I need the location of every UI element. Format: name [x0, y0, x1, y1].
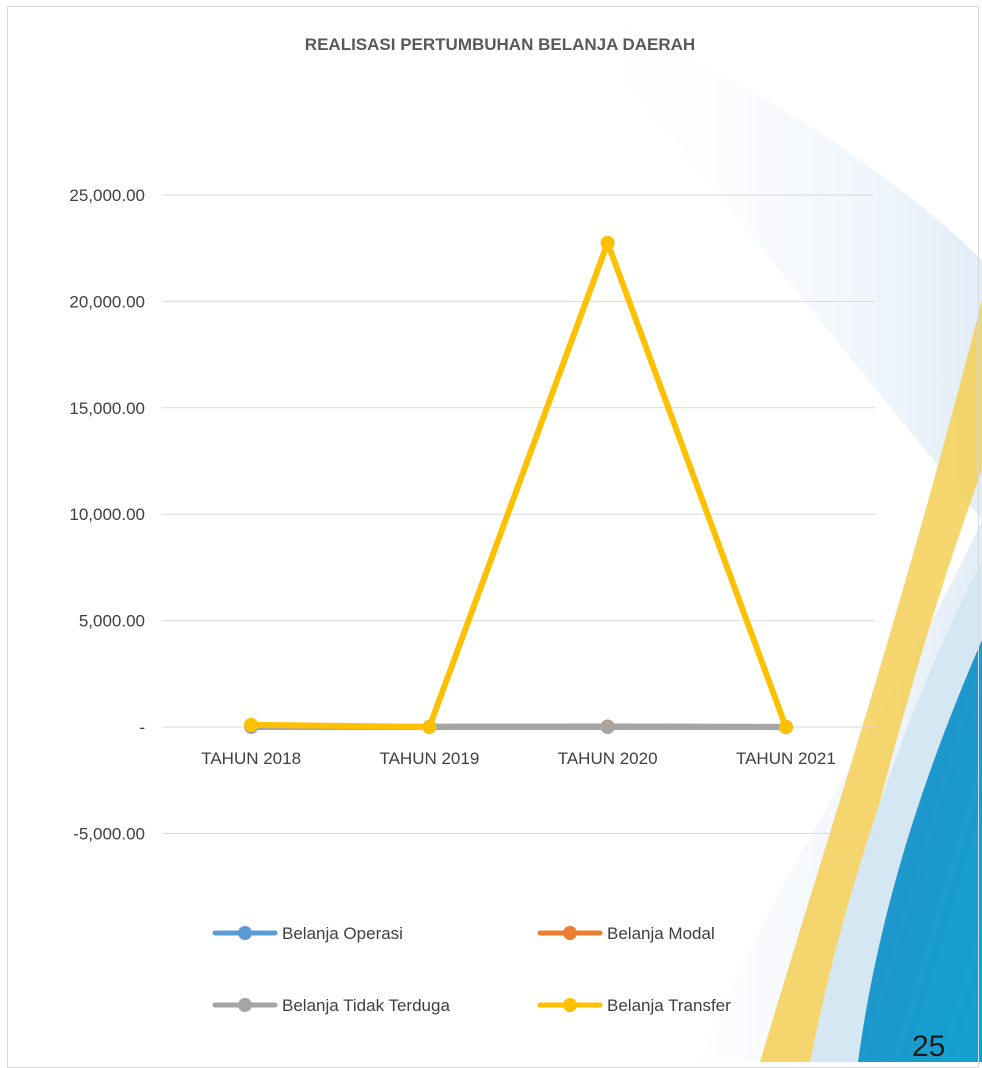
- x-axis-tick-labels: TAHUN 2018 TAHUN 2019 TAHUN 2020 TAHUN 2021: [201, 749, 836, 768]
- grid-lines: [162, 195, 875, 833]
- legend-marker: [563, 926, 577, 940]
- legend-label: Belanja Transfer: [607, 996, 731, 1015]
- y-axis-tick-labels: 25,000.00 20,000.00 15,000.00 10,000.00 5,00…: [69, 186, 145, 843]
- y-tick-label: 20,000.00: [69, 292, 145, 311]
- x-tick-label: TAHUN 2018: [201, 749, 301, 768]
- series-transfer: [244, 236, 793, 734]
- x-tick-label: TAHUN 2021: [736, 749, 836, 768]
- y-tick-label: -5,000.00: [73, 824, 145, 843]
- series-line: [251, 243, 786, 727]
- series-layer: [244, 236, 793, 734]
- data-point: [244, 718, 258, 732]
- legend-label: Belanja Modal: [607, 924, 715, 943]
- legend: Belanja Operasi Belanja Modal Belanja Tida…: [215, 924, 731, 1015]
- data-point: [422, 720, 436, 734]
- y-tick-label: 5,000.00: [79, 612, 145, 631]
- data-point: [601, 720, 615, 734]
- x-tick-label: TAHUN 2020: [558, 749, 658, 768]
- legend-item: Belanja Transfer: [540, 996, 731, 1015]
- legend-item: Belanja Modal: [540, 924, 715, 943]
- y-tick-label: 25,000.00: [69, 186, 145, 205]
- legend-item: Belanja Operasi: [215, 924, 403, 943]
- chart-title: REALISASI PERTUMBUHAN BELANJA DAERAH: [305, 35, 695, 54]
- y-tick-label: 10,000.00: [69, 505, 145, 524]
- y-tick-label: 15,000.00: [69, 399, 145, 418]
- data-point: [601, 236, 615, 250]
- data-point: [779, 720, 793, 734]
- legend-item: Belanja Tidak Terduga: [215, 996, 450, 1015]
- legend-marker: [563, 998, 577, 1012]
- legend-label: Belanja Tidak Terduga: [282, 996, 450, 1015]
- page-number: 25: [912, 1030, 945, 1064]
- legend-marker: [238, 926, 252, 940]
- y-tick-label: -: [139, 718, 145, 737]
- x-tick-label: TAHUN 2019: [379, 749, 479, 768]
- legend-label: Belanja Operasi: [282, 924, 403, 943]
- legend-marker: [238, 998, 252, 1012]
